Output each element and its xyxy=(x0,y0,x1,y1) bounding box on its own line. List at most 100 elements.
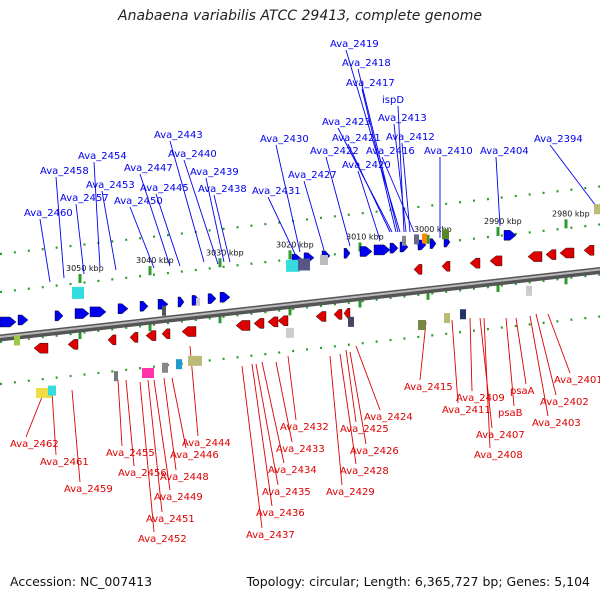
forward-gene-label: Ava_2423 xyxy=(322,117,371,128)
tick-label: 2980 kbp xyxy=(552,209,590,218)
major-tick xyxy=(426,234,430,244)
forward-gene-label: Ava_2404 xyxy=(480,146,529,157)
leader-line-reverse xyxy=(355,345,381,411)
reverse-gene-arrow xyxy=(161,328,171,339)
reverse-gene-arrow xyxy=(545,249,557,260)
leader-line-forward xyxy=(397,105,405,233)
reverse-gene-label: Ava_2448 xyxy=(160,472,209,483)
leader-line-reverse xyxy=(25,391,45,438)
forward-gene-label: Ava_2420 xyxy=(342,160,391,171)
forward-gene-label: Ava_2453 xyxy=(86,180,135,191)
forward-gene-arrow xyxy=(389,242,399,254)
reverse-gene-arrow xyxy=(315,311,327,322)
forward-gene-arrow xyxy=(429,238,437,249)
leader-line-reverse xyxy=(139,381,155,533)
reverse-gene-label: Ava_2432 xyxy=(280,422,329,433)
tick-label: 3050 kbp xyxy=(66,264,104,273)
leader-line-forward xyxy=(393,123,407,233)
tick-label: 3030 kbp xyxy=(206,248,244,257)
reverse-gene-label: Ava_2436 xyxy=(256,508,305,519)
forward-gene-label: Ava_2440 xyxy=(168,149,217,160)
rna-feature-block xyxy=(348,316,354,327)
forward-gene-label: Ava_2427 xyxy=(288,170,337,181)
forward-gene-arrow xyxy=(54,310,64,322)
leader-line-forward xyxy=(275,144,301,253)
reverse-gene-arrow xyxy=(343,308,351,319)
rna-feature-block xyxy=(402,235,406,246)
reverse-gene-label: Ava_2452 xyxy=(138,534,187,545)
forward-gene-label: Ava_2413 xyxy=(378,113,427,124)
leader-line-reverse xyxy=(261,361,285,464)
rna-feature-block xyxy=(114,371,118,382)
leader-line-reverse xyxy=(349,351,367,445)
leader-line-reverse xyxy=(287,355,297,421)
reverse-gene-arrow xyxy=(527,251,543,262)
rna-feature-block xyxy=(188,355,202,366)
reverse-gene-label: Ava_2434 xyxy=(268,465,317,476)
reverse-gene-label: Ava_2425 xyxy=(340,424,389,435)
leader-line-reverse xyxy=(329,355,343,486)
forward-gene-label: Ava_2439 xyxy=(190,167,239,178)
major-tick xyxy=(288,250,292,260)
leader-line-reverse xyxy=(251,363,273,507)
forward-gene-label: Ava_2417 xyxy=(346,78,395,89)
reverse-gene-label: Ava_2444 xyxy=(182,438,231,449)
reverse-gene-arrow xyxy=(583,245,595,256)
reverse-gene-label: Ava_2426 xyxy=(350,446,399,457)
reverse-gene-arrow xyxy=(253,318,265,329)
rna-feature-block xyxy=(176,359,182,370)
leader-line-reverse xyxy=(529,315,549,417)
forward-gene-label: Ava_2431 xyxy=(252,186,301,197)
tick-label: 2990 kbp xyxy=(484,217,522,226)
reverse-gene-label: Ava_2428 xyxy=(340,466,389,477)
reverse-gene-arrow xyxy=(559,247,575,259)
forward-gene-arrow xyxy=(74,308,90,319)
forward-gene-label: Ava_2416 xyxy=(366,146,415,157)
leader-line-reverse xyxy=(255,363,279,486)
forward-gene-arrow xyxy=(89,306,107,318)
forward-gene-label: Ava_2443 xyxy=(154,130,203,141)
leader-line-reverse xyxy=(451,319,459,404)
forward-gene-arrow xyxy=(139,301,149,312)
forward-gene-label: ispD xyxy=(382,95,404,106)
reverse-gene-label: psaA xyxy=(510,386,535,397)
rna-feature-block xyxy=(162,305,166,316)
reverse-gene-label: Ava_2401 xyxy=(554,375,600,386)
reverse-gene-arrow xyxy=(277,315,289,326)
rna-feature-block xyxy=(196,297,200,306)
tick-label: 3000 kbp xyxy=(414,225,452,234)
reverse-gene-label: Ava_2451 xyxy=(146,514,195,525)
reverse-gene-label: Ava_2449 xyxy=(154,492,203,503)
leader-line-forward xyxy=(267,196,297,257)
rna-feature-block xyxy=(286,259,300,272)
forward-gene-label: Ava_2419 xyxy=(330,39,379,50)
leader-line-reverse xyxy=(339,353,357,465)
reverse-gene-label: psaB xyxy=(498,408,523,419)
leader-line-forward xyxy=(549,144,597,207)
reverse-gene-arrow xyxy=(413,264,423,275)
reverse-gene-arrow xyxy=(145,330,157,341)
leader-line-reverse xyxy=(469,317,473,392)
leader-line-forward xyxy=(183,159,219,265)
reverse-gene-label: Ava_2409 xyxy=(456,393,505,404)
reverse-gene-label: Ava_2429 xyxy=(326,487,375,498)
reverse-gene-arrow xyxy=(235,320,251,331)
rna-feature-block xyxy=(526,285,532,296)
forward-gene-arrow xyxy=(343,248,351,259)
major-tick xyxy=(78,274,82,283)
leader-line-forward xyxy=(75,203,85,275)
forward-gene-label: Ava_2421 xyxy=(332,133,381,144)
rna-feature-block xyxy=(72,286,84,299)
rna-feature-block xyxy=(162,362,168,373)
leader-line-forward xyxy=(55,176,65,279)
leader-line-forward xyxy=(139,173,171,267)
rna-feature-block xyxy=(36,387,52,398)
forward-gene-label: Ava_2454 xyxy=(78,151,127,162)
reverse-gene-arrow xyxy=(33,342,49,354)
rna-feature-block xyxy=(422,233,427,244)
reverse-gene-label: Ava_2455 xyxy=(106,448,155,459)
leader-line-forward xyxy=(381,156,415,233)
major-tick xyxy=(148,266,152,276)
leader-line-reverse xyxy=(419,321,427,381)
rna-feature-block xyxy=(594,204,600,215)
